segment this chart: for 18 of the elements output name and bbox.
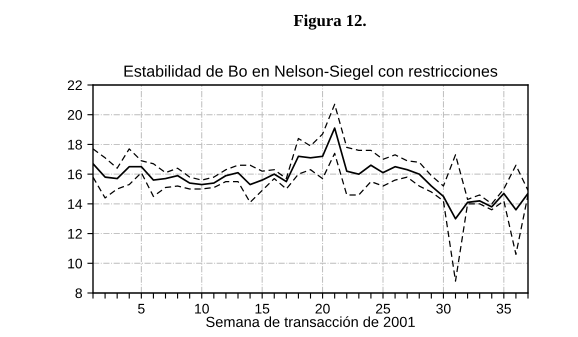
x-tick-label: 25 <box>376 304 390 314</box>
x-tick-label: 5 <box>138 304 145 314</box>
y-tick-label: 22 <box>68 80 82 90</box>
y-tick-label: 18 <box>68 140 82 150</box>
y-tick-label: 10 <box>68 258 82 268</box>
x-tick-label: 30 <box>436 304 451 314</box>
chart-title: Figura 12. <box>294 14 366 30</box>
x-tick-label: 35 <box>496 304 511 314</box>
y-tick-label: 8 <box>75 288 82 298</box>
x-tick-label: 15 <box>256 304 270 314</box>
y-tick-label: 16 <box>68 169 82 180</box>
y-tick-label: 20 <box>68 110 82 120</box>
x-tick-label: 20 <box>316 304 330 314</box>
chart-subtitle: Estabilidad de Bo en Nelson-Siegel con restricciones <box>124 65 498 80</box>
x-tick-label: 10 <box>195 304 209 314</box>
x-axis-title: Semana de transacción de 2001 <box>206 316 415 328</box>
y-tick-label: 14 <box>68 199 82 209</box>
y-tick-label: 12 <box>68 228 82 239</box>
